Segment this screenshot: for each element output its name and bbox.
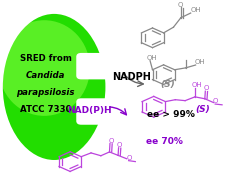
Ellipse shape: [0, 0, 119, 174]
Text: O: O: [213, 98, 218, 104]
Text: OH: OH: [195, 60, 206, 65]
Text: OH: OH: [192, 82, 203, 88]
Wedge shape: [85, 53, 109, 77]
Text: parapsilosis: parapsilosis: [16, 88, 75, 97]
FancyBboxPatch shape: [76, 98, 130, 125]
Text: O: O: [204, 85, 209, 91]
FancyBboxPatch shape: [76, 53, 130, 79]
Text: ee 70%: ee 70%: [146, 137, 183, 146]
Text: O: O: [108, 138, 114, 144]
Text: OH: OH: [190, 8, 201, 13]
Text: NADPH: NADPH: [112, 72, 151, 81]
Text: OH: OH: [146, 55, 157, 61]
Text: NAD(P)H: NAD(P)H: [67, 106, 112, 115]
Wedge shape: [85, 101, 109, 122]
Text: O: O: [117, 142, 123, 148]
Ellipse shape: [0, 20, 90, 116]
Text: SRED from: SRED from: [20, 54, 71, 63]
Text: O: O: [126, 155, 132, 161]
Text: (S): (S): [160, 80, 175, 89]
Text: (S): (S): [195, 105, 210, 114]
Text: Candida: Candida: [26, 71, 65, 80]
Text: ee > 99%: ee > 99%: [147, 110, 195, 119]
Text: O: O: [178, 2, 183, 8]
Text: ATCC 7330: ATCC 7330: [20, 105, 71, 114]
